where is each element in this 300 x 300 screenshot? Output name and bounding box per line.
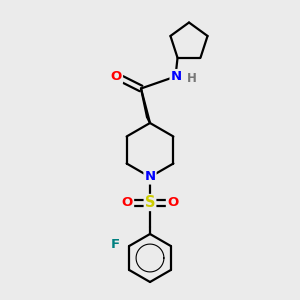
Text: H: H [187,72,197,86]
Text: F: F [111,238,120,251]
Text: N: N [170,70,182,83]
Text: N: N [144,170,156,184]
Text: O: O [122,196,133,209]
Text: O: O [111,70,122,83]
Text: O: O [167,196,178,209]
Text: S: S [145,195,155,210]
